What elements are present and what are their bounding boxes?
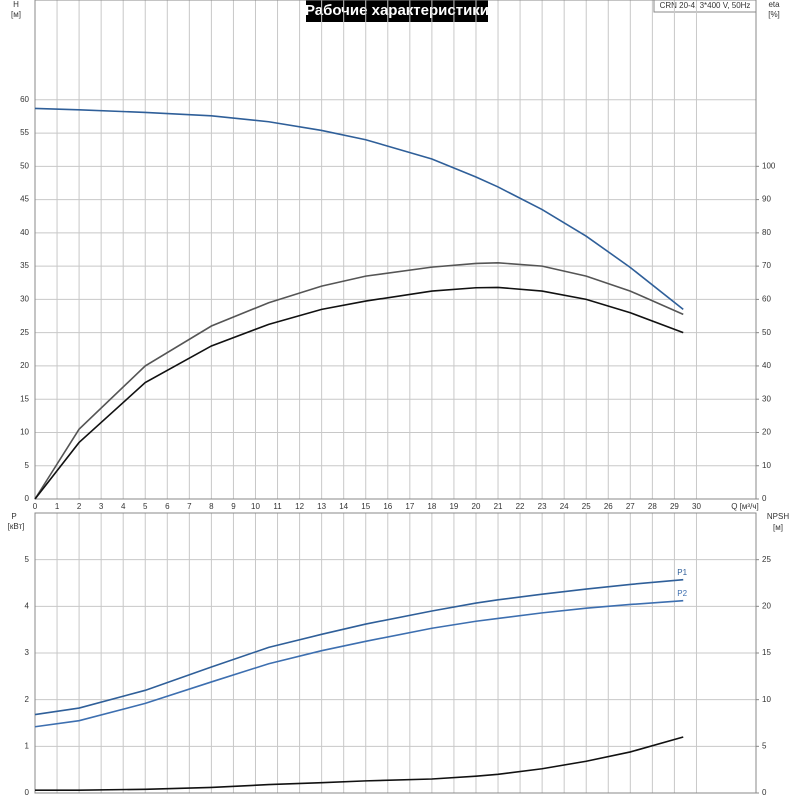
x-tick-label: 1 <box>55 502 60 511</box>
y2-tick-label: 50 <box>762 328 771 337</box>
x-tick-label: 4 <box>121 502 126 511</box>
y2-tick-label: 60 <box>762 295 771 304</box>
x-tick-label: 21 <box>494 502 503 511</box>
x-tick-label: 27 <box>626 502 635 511</box>
x-tick-label: 22 <box>516 502 525 511</box>
y2-tick-label: 10 <box>762 695 771 704</box>
x-tick-label: 23 <box>538 502 547 511</box>
x-tick-label: 8 <box>209 502 214 511</box>
y2-tick-label: 0 <box>762 788 767 797</box>
series-line <box>34 262 684 500</box>
x-tick-label: 20 <box>472 502 481 511</box>
x-tick-label: 19 <box>449 502 458 511</box>
y2-label: NPSH <box>767 512 789 521</box>
y-tick-label: 10 <box>20 428 29 437</box>
series-line <box>34 599 684 728</box>
y-tick-label: 3 <box>25 648 30 657</box>
y2-tick-label: 80 <box>762 228 771 237</box>
y2-tick-label: 0 <box>762 494 767 503</box>
y2-unit: [%] <box>768 10 780 19</box>
series-label: P1 <box>677 568 687 577</box>
series-line <box>34 107 684 311</box>
y2-tick-label: 20 <box>762 601 771 610</box>
x-tick-label: 30 <box>692 502 701 511</box>
y-label: H <box>13 0 19 9</box>
x-tick-label: 5 <box>143 502 148 511</box>
y-tick-label: 15 <box>20 394 29 403</box>
x-tick-label: 28 <box>648 502 657 511</box>
y-tick-label: 35 <box>20 261 29 270</box>
y-tick-label: 50 <box>20 161 29 170</box>
y-tick-label: 45 <box>20 195 29 204</box>
y-tick-label: 5 <box>25 461 30 470</box>
y-tick-label: 40 <box>20 228 29 237</box>
plot-frame <box>34 512 757 794</box>
y-tick-label: 0 <box>25 788 30 797</box>
x-label: Q [м³/ч] <box>731 502 758 511</box>
y2-tick-label: 15 <box>762 648 771 657</box>
y2-tick-label: 100 <box>762 161 776 170</box>
y2-unit: [м] <box>773 523 783 532</box>
series-line <box>34 286 684 500</box>
y2-tick-label: 25 <box>762 555 771 564</box>
y-tick-label: 60 <box>20 95 29 104</box>
y2-tick-label: 20 <box>762 428 771 437</box>
series-label: P2 <box>677 589 687 598</box>
x-tick-label: 26 <box>604 502 613 511</box>
x-tick-label: 3 <box>99 502 104 511</box>
y-tick-label: 5 <box>25 555 30 564</box>
y2-tick-label: 70 <box>762 261 771 270</box>
x-tick-label: 13 <box>317 502 326 511</box>
x-tick-label: 16 <box>383 502 392 511</box>
y-tick-label: 1 <box>25 741 30 750</box>
x-tick-label: 29 <box>670 502 679 511</box>
y2-tick-label: 5 <box>762 741 767 750</box>
plot-frame <box>34 0 757 500</box>
x-tick-label: 6 <box>165 502 170 511</box>
x-tick-label: 11 <box>273 502 282 511</box>
x-tick-label: 9 <box>231 502 236 511</box>
x-tick-label: 7 <box>187 502 192 511</box>
x-tick-label: 25 <box>582 502 591 511</box>
y2-label: eta <box>768 0 780 9</box>
chart-title: Рабочие характеристики <box>305 2 489 19</box>
x-tick-label: 12 <box>295 502 304 511</box>
x-tick-label: 0 <box>33 502 38 511</box>
y-unit: [кВт] <box>8 522 25 531</box>
series-line <box>34 578 684 716</box>
y-unit: [м] <box>11 10 21 19</box>
y2-tick-label: 30 <box>762 394 771 403</box>
y-tick-label: 20 <box>20 361 29 370</box>
y-tick-label: 0 <box>25 494 30 503</box>
y2-tick-label: 40 <box>762 361 771 370</box>
y2-tick-label: 10 <box>762 461 771 470</box>
title-box <box>306 0 488 22</box>
model-label: CRN 20-4, 3*400 V, 50Hz <box>660 1 751 10</box>
series-line <box>35 736 684 791</box>
x-tick-label: 24 <box>560 502 569 511</box>
y-tick-label: 4 <box>25 601 30 610</box>
x-tick-label: 2 <box>77 502 82 511</box>
y-tick-label: 25 <box>20 328 29 337</box>
x-tick-label: 14 <box>339 502 348 511</box>
x-tick-label: 18 <box>427 502 436 511</box>
x-tick-label: 17 <box>405 502 414 511</box>
x-tick-label: 10 <box>251 502 260 511</box>
y-tick-label: 30 <box>20 295 29 304</box>
y-tick-label: 55 <box>20 128 29 137</box>
y2-tick-label: 90 <box>762 195 771 204</box>
x-tick-label: 15 <box>361 502 370 511</box>
y-label: P <box>11 512 16 521</box>
y-tick-label: 2 <box>25 695 30 704</box>
